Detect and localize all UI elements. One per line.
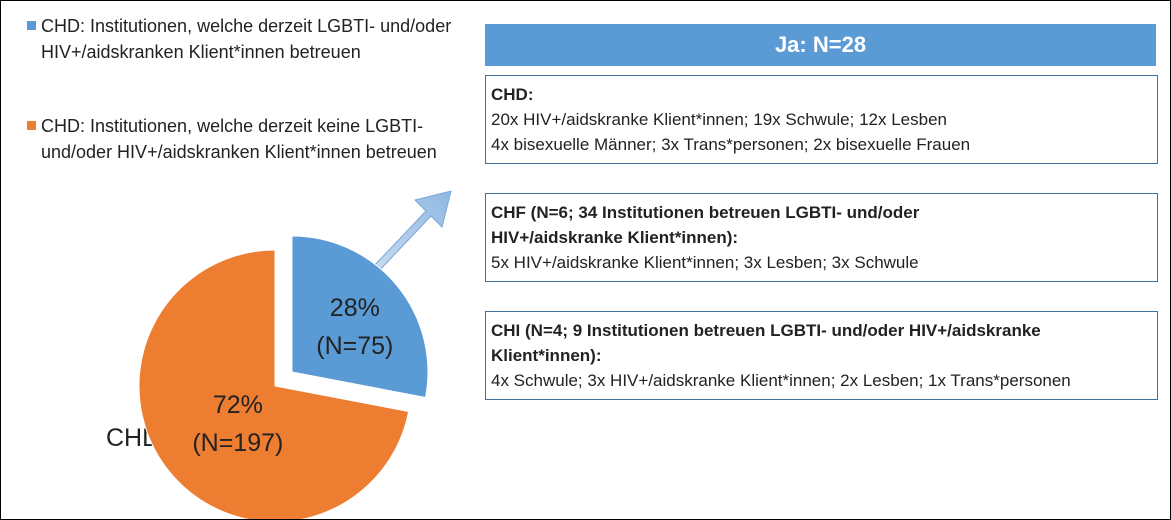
value-label: 72% xyxy=(213,391,263,419)
value-label: (N=197) xyxy=(192,429,283,457)
box-title: CHF (N=6; 34 Institutionen betreuen LGBT… xyxy=(491,203,920,247)
box-line: 20x HIV+/aidskranke Klient*innen; 19x Sc… xyxy=(491,110,947,129)
info-box: CHF (N=6; 34 Institutionen betreuen LGBT… xyxy=(485,193,1158,282)
box-line: 4x Schwule; 3x HIV+/aidskranke Klient*in… xyxy=(491,371,1071,390)
legend-text: CHD: Institutionen, welche derzeit LGBTI… xyxy=(41,16,452,62)
box-line: 5x HIV+/aidskranke Klient*innen; 3x Lesb… xyxy=(491,253,919,272)
pie-slice xyxy=(291,235,429,399)
value-label: 28% xyxy=(330,294,380,322)
legend-item: CHD: Institutionen, welche derzeit LGBTI… xyxy=(27,13,471,65)
legend-text: CHD: Institutionen, welche derzeit keine… xyxy=(41,116,437,162)
arrow xyxy=(370,190,452,275)
legend-swatch xyxy=(27,21,36,30)
box-title: CHD: xyxy=(491,85,534,104)
value-label: (N=75) xyxy=(316,332,393,360)
legend-swatch xyxy=(27,121,36,130)
box-title: CHI (N=4; 9 Institutionen betreuen LGBTI… xyxy=(491,321,1041,365)
info-box: CHD: 20x HIV+/aidskranke Klient*innen; 19… xyxy=(485,75,1158,164)
pie-slice xyxy=(138,249,410,519)
legend-item: CHD: Institutionen, welche derzeit keine… xyxy=(27,113,461,165)
panel-header: Ja: N=28 xyxy=(485,24,1156,66)
info-box: CHI (N=4; 9 Institutionen betreuen LGBTI… xyxy=(485,311,1158,400)
box-line: 4x bisexuelle Männer; 3x Trans*personen;… xyxy=(491,135,971,154)
